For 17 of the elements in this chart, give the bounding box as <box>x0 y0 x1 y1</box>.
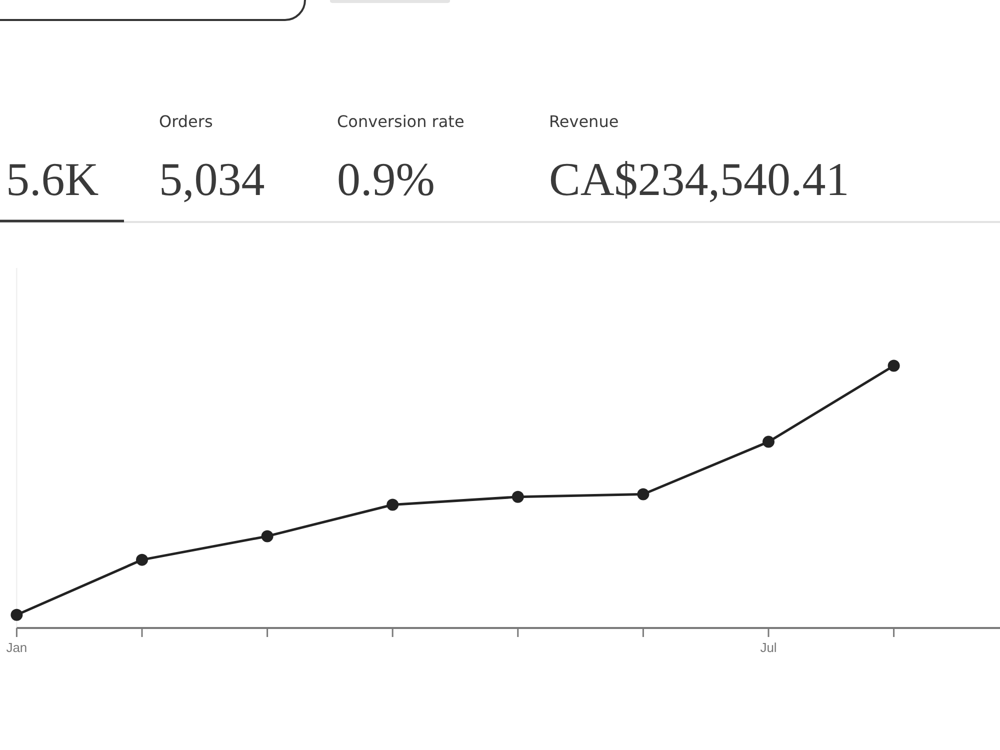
point <box>10 608 23 621</box>
text: 5,034 <box>159 154 265 206</box>
point <box>386 498 399 511</box>
point <box>762 436 774 448</box>
point <box>512 490 524 503</box>
point <box>637 488 650 500</box>
point <box>136 554 148 566</box>
category-label: Conversion rate <box>337 112 464 131</box>
text: 5.6K <box>6 154 99 206</box>
text: CA$234,540.41 <box>549 154 850 206</box>
text: 0.9% <box>337 154 435 206</box>
x-tick-label: Jan <box>6 640 28 655</box>
point <box>261 530 274 542</box>
category-label: Revenue <box>549 112 619 131</box>
category-label: Orders <box>159 112 213 131</box>
point <box>888 360 900 372</box>
x-tick-label: Jul <box>760 640 777 655</box>
